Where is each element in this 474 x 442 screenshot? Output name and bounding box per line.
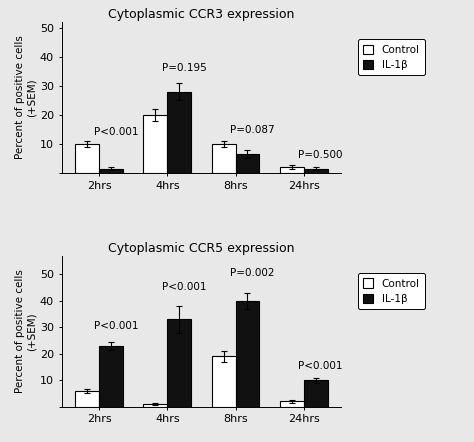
Text: P=0.087: P=0.087 — [230, 125, 275, 135]
Bar — [75, 144, 99, 173]
Title: Cytoplasmic CCR3 expression: Cytoplasmic CCR3 expression — [108, 8, 295, 21]
Legend: Control, IL-1β: Control, IL-1β — [358, 39, 425, 76]
Text: P=0.195: P=0.195 — [162, 63, 207, 73]
Bar — [212, 144, 236, 173]
Text: P=0.500: P=0.500 — [298, 150, 343, 160]
Text: P<0.001: P<0.001 — [94, 127, 138, 137]
Text: P<0.001: P<0.001 — [298, 361, 343, 371]
Text: P<0.001: P<0.001 — [162, 282, 206, 292]
Bar — [304, 168, 328, 173]
Bar — [280, 401, 304, 407]
Bar — [144, 404, 167, 407]
Bar — [167, 91, 191, 173]
Text: P=0.002: P=0.002 — [230, 268, 274, 278]
Bar — [280, 167, 304, 173]
Bar — [75, 391, 99, 407]
Bar — [212, 356, 236, 407]
Title: Cytoplasmic CCR5 expression: Cytoplasmic CCR5 expression — [108, 242, 295, 255]
Bar — [236, 154, 259, 173]
Text: P<0.001: P<0.001 — [94, 321, 138, 331]
Bar — [167, 319, 191, 407]
Bar — [236, 301, 259, 407]
Y-axis label: Percent of positive cells
(+SEM): Percent of positive cells (+SEM) — [16, 269, 37, 393]
Bar — [99, 346, 123, 407]
Bar — [99, 168, 123, 173]
Bar — [144, 115, 167, 173]
Y-axis label: Percent of positive cells
(+SEM): Percent of positive cells (+SEM) — [16, 35, 37, 160]
Legend: Control, IL-1β: Control, IL-1β — [358, 273, 425, 309]
Bar — [304, 380, 328, 407]
